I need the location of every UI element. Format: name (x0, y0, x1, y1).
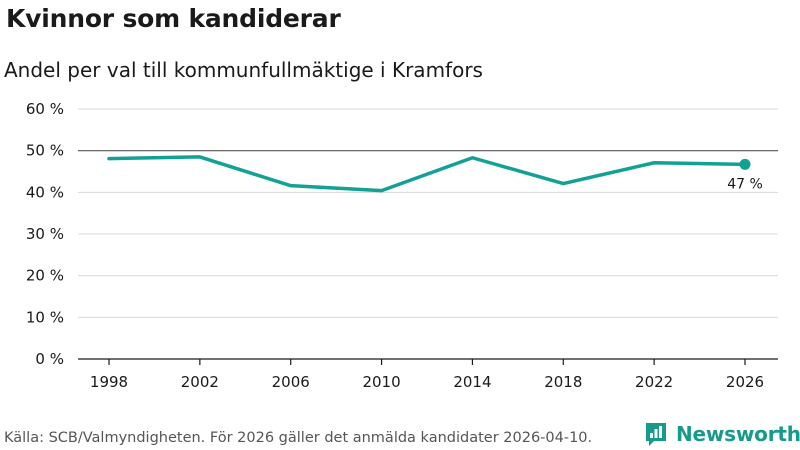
x-tick-label: 2002 (181, 373, 219, 391)
y-tick-label: 10 % (26, 308, 64, 326)
bar-chart-icon (646, 423, 666, 446)
end-value-label: 47 % (727, 176, 763, 192)
x-tick-label: 1998 (90, 373, 128, 391)
source-note: Källa: SCB/Valmyndigheten. För 2026 gäll… (4, 430, 593, 446)
brand-name: Newsworthy (676, 422, 800, 446)
end-point (739, 158, 751, 170)
chart-subtitle: Andel per val till kommunfullmäktige i K… (4, 58, 483, 82)
x-tick-label: 2026 (726, 373, 764, 391)
y-tick-label: 30 % (26, 225, 64, 243)
x-tick-label: 2022 (635, 373, 673, 391)
x-tick-label: 2006 (272, 373, 310, 391)
y-tick-label: 0 % (35, 350, 64, 368)
line-chart: 0 % 10 % 20 % 30 % 40 % 50 % 60 % 1998 2002 2006… (26, 100, 778, 391)
y-tick-label: 20 % (26, 267, 64, 285)
x-tick-label: 2018 (544, 373, 582, 391)
y-tick-label: 60 % (26, 100, 64, 118)
y-axis: 0 % 10 % 20 % 30 % 40 % 50 % 60 % (26, 100, 64, 368)
brand-logo: Newsworthy (644, 420, 800, 448)
series-line (107, 155, 747, 193)
x-tick-label: 2014 (453, 373, 491, 391)
data-labels: 47 % (727, 176, 763, 192)
grid (78, 108, 778, 360)
y-tick-label: 50 % (26, 142, 64, 160)
x-axis: 1998 2002 2006 2010 2014 2018 2022 2026 (90, 359, 764, 391)
x-tick-label: 2010 (362, 373, 400, 391)
series (107, 155, 751, 193)
chart-title: Kvinnor som kandiderar (6, 4, 341, 33)
y-tick-label: 40 % (26, 183, 64, 201)
